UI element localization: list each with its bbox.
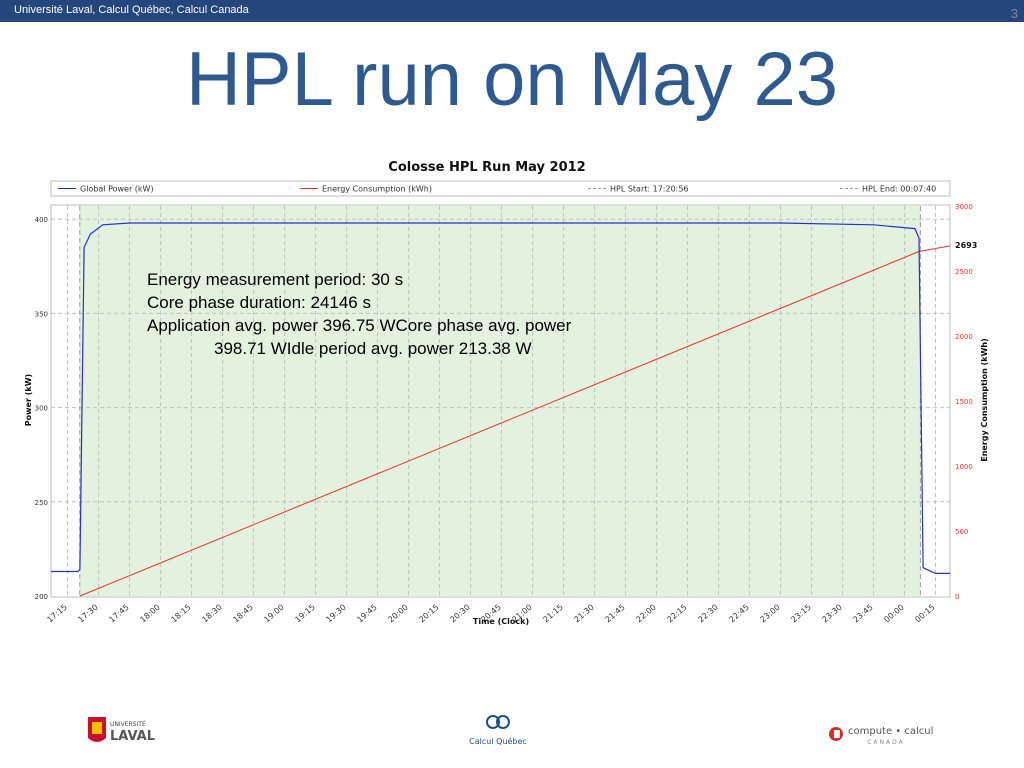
x-tick-label: 18:45 xyxy=(231,603,254,625)
legend-label: HPL Start: 17:20:56 xyxy=(610,185,689,194)
svg-text:CANADA: CANADA xyxy=(867,739,905,746)
x-tick-label: 21:15 xyxy=(541,603,564,625)
y2-tick-label: 2000 xyxy=(955,333,973,341)
x-tick-label: 18:00 xyxy=(138,603,161,625)
y2-tick-label: 0 xyxy=(955,593,959,601)
x-axis-label: Time (Clock) xyxy=(473,617,529,626)
global-power-line xyxy=(51,222,950,574)
x-tick-label: 20:30 xyxy=(448,603,471,625)
x-tick-label: 00:15 xyxy=(913,603,936,625)
x-tick-label: 18:15 xyxy=(169,603,192,625)
annotation-line-1: Energy measurement period: 30 s xyxy=(147,270,404,289)
svg-text:LAVAL: LAVAL xyxy=(110,729,155,744)
slide-title: HPL run on May 23 xyxy=(186,37,838,122)
x-tick-label: 22:30 xyxy=(696,603,719,625)
x-tick-label: 19:15 xyxy=(293,603,316,625)
chart-legend: Global Power (kW) Energy Consumption (kWh… xyxy=(58,185,936,194)
y-axis-label: Power (kW) xyxy=(24,374,33,426)
y2-tick-label: 1000 xyxy=(955,463,973,471)
legend-label: Energy Consumption (kWh) xyxy=(322,185,432,194)
annotation-line-2: Core phase duration: 24146 s xyxy=(147,293,371,312)
svg-text:Calcul Québec: Calcul Québec xyxy=(469,736,527,746)
x-tick-label: 22:45 xyxy=(727,603,750,625)
y-axis: 200 250 300 350 400 xyxy=(35,216,48,601)
x-tick-label: 20:15 xyxy=(417,603,440,625)
y-tick-label: 200 xyxy=(35,593,48,601)
x-tick-label: 23:30 xyxy=(820,603,843,625)
x-tick-label: 19:45 xyxy=(355,603,378,625)
universite-laval-logo: UNIVERSITÉ LAVAL xyxy=(88,717,155,744)
x-tick-label: 17:45 xyxy=(107,603,130,625)
y-tick-label: 350 xyxy=(35,310,48,318)
x-tick-label: 20:00 xyxy=(386,603,409,625)
slide-number: 3 xyxy=(1010,6,1018,21)
svg-text:UNIVERSITÉ: UNIVERSITÉ xyxy=(110,720,146,728)
y-tick-label: 250 xyxy=(35,499,48,507)
legend-label: HPL End: 00:07:40 xyxy=(862,185,936,194)
x-tick-label: 17:15 xyxy=(45,603,68,625)
x-tick-label: 17:30 xyxy=(76,603,99,625)
x-tick-label: 23:15 xyxy=(789,603,812,625)
power-chart: Colosse HPL Run May 2012 Global Power (k… xyxy=(24,160,989,626)
x-tick-label: 19:30 xyxy=(324,603,347,625)
svg-text:compute • calcul: compute • calcul xyxy=(848,726,933,737)
x-tick-label: 23:45 xyxy=(851,603,874,625)
chart-grid xyxy=(51,206,950,596)
x-tick-label: 19:00 xyxy=(262,603,285,625)
x-tick-label: 00:00 xyxy=(882,603,905,625)
hpl-run-region xyxy=(79,206,921,596)
x-tick-label: 22:15 xyxy=(665,603,688,625)
y2-tick-label: 3000 xyxy=(955,203,973,211)
legend-label: Global Power (kW) xyxy=(80,185,154,194)
y2-axis-label: Energy Consumption (kWh) xyxy=(980,338,989,462)
y-tick-label: 400 xyxy=(35,216,48,224)
y2-tick-label: 500 xyxy=(955,528,968,536)
x-tick-label: 18:30 xyxy=(200,603,223,625)
header-org-text: Université Laval, Calcul Québec, Calcul … xyxy=(14,4,249,16)
y2-tick-label: 2500 xyxy=(955,268,973,276)
y2-axis: 0 500 1000 1500 2000 2500 3000 xyxy=(955,203,973,601)
calcul-quebec-logo: Calcul Québec xyxy=(469,715,527,746)
end-value-label: 2693 xyxy=(955,241,977,250)
x-tick-label: 21:45 xyxy=(603,603,626,625)
chart-title: Colosse HPL Run May 2012 xyxy=(388,160,585,175)
x-tick-label: 23:00 xyxy=(758,603,781,625)
annotation-line-4: 398.71 WIdle period avg. power 213.38 W xyxy=(214,339,532,358)
chart-legend-box xyxy=(50,180,951,197)
x-tick-label: 21:30 xyxy=(572,603,595,625)
x-tick-label: 22:00 xyxy=(634,603,657,625)
header-bar: Université Laval, Calcul Québec, Calcul … xyxy=(0,0,1024,22)
y-tick-label: 300 xyxy=(35,405,48,413)
compute-calcul-canada-logo: compute • calcul CANADA xyxy=(829,726,933,746)
annotation-line-3: Application avg. power 396.75 WCore phas… xyxy=(147,316,572,335)
annotation-text: Energy measurement period: 30 s Core pha… xyxy=(147,268,667,360)
y2-tick-label: 1500 xyxy=(955,398,973,406)
